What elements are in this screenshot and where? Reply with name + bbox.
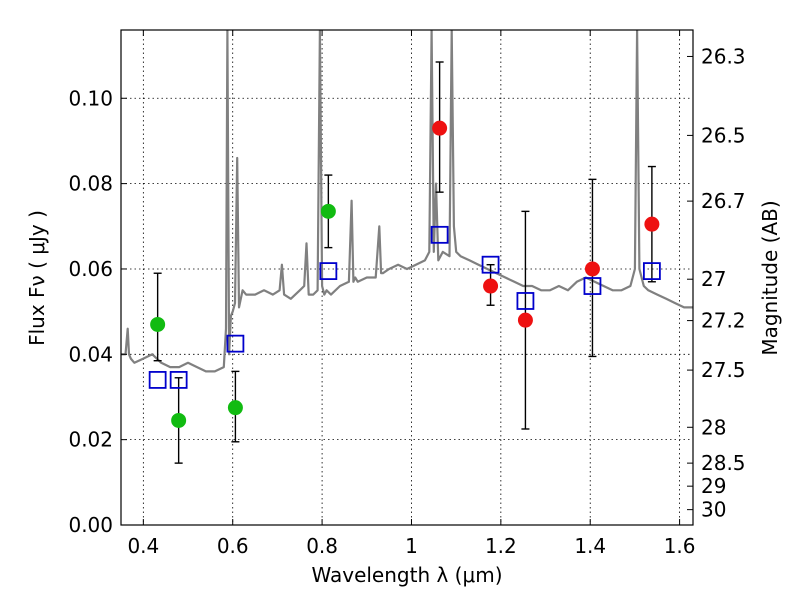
x-axis: 0.4 0.6 0.8 1 1.2 1.4 1.6: [127, 30, 696, 558]
y-tick-label: 0.04: [68, 342, 113, 366]
data-point: [584, 261, 600, 277]
data-point: [171, 412, 187, 428]
model-square-marker: [642, 262, 661, 280]
y-axis-title: Flux Fν ( μJy ): [25, 210, 49, 346]
model-square-marker: [148, 371, 167, 389]
y2-tick-label: 29: [701, 474, 726, 498]
data-point: [150, 316, 166, 332]
x-tick-label: 0.6: [217, 534, 249, 558]
y2-tick-label: 28.5: [701, 451, 746, 475]
model-square-marker: [516, 292, 535, 310]
y-tick-label: 0.10: [68, 86, 113, 110]
y-axis: 0.00 0.02 0.04 0.06 0.08 0.10: [68, 86, 127, 537]
plot-background: [121, 30, 693, 525]
y-tick-label: 0.08: [68, 172, 113, 196]
y2-axis-title: Magnitude (AB): [758, 200, 782, 355]
data-point-layer: [150, 120, 660, 428]
plot-frame: [120, 29, 694, 526]
y2-tick-label: 27.5: [701, 358, 746, 382]
y-tick-label: 0.02: [68, 428, 113, 452]
model-square-layer: [148, 225, 661, 389]
data-point: [227, 400, 243, 416]
x-tick-label: 1: [405, 534, 418, 558]
spectrum-line: [121, 30, 693, 373]
y2-tick-label: 30: [701, 498, 726, 522]
data-point: [432, 120, 448, 136]
data-point: [644, 216, 660, 232]
y-tick-label: 0.06: [68, 257, 113, 281]
y2-tick-label: 26.7: [701, 189, 746, 213]
model-square-marker: [226, 334, 245, 353]
y2-tick-label: 28: [701, 415, 726, 439]
x-tick-label: 1.2: [485, 534, 517, 558]
model-square-marker: [481, 255, 500, 274]
spectrum-layer: [121, 30, 693, 373]
model-square-marker: [319, 262, 338, 280]
x-axis-title: Wavelength λ (μm): [311, 563, 502, 587]
y-tick-label: 0.00: [68, 513, 113, 537]
data-point: [320, 203, 336, 219]
grid-lines: [121, 30, 693, 526]
x-tick-label: 1.6: [664, 534, 696, 558]
model-square-marker: [169, 371, 188, 389]
y2-tick-label: 26.5: [701, 123, 746, 147]
x-tick-label: 1.4: [574, 534, 606, 558]
x-tick-label: 0.4: [127, 534, 159, 558]
data-point: [517, 312, 533, 328]
y2-tick-label: 27.2: [701, 309, 746, 333]
data-point: [483, 278, 499, 294]
y2-tick-label: 26.3: [701, 44, 746, 68]
x-tick-label: 0.8: [306, 534, 338, 558]
y2-tick-label: 27: [701, 267, 726, 291]
model-square-marker: [583, 277, 602, 295]
model-square-marker: [430, 225, 449, 244]
